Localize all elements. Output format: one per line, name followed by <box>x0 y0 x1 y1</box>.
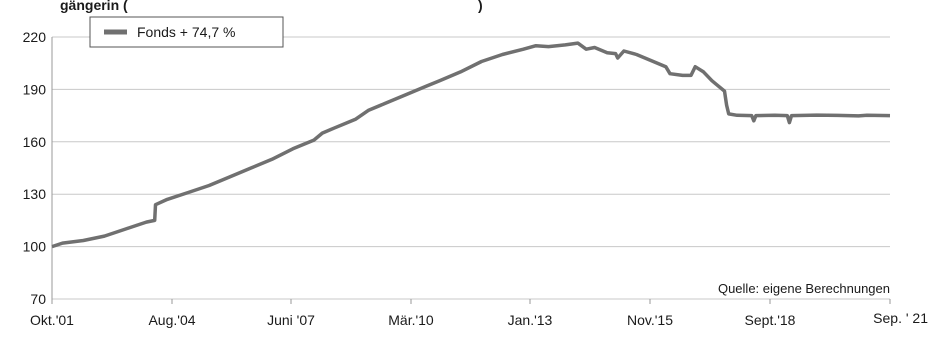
y-tick-label: 160 <box>23 134 47 150</box>
x-axis: Okt.'01 Aug.'04 Juni '07 Mär.'10 Jan.'13 Nov.… <box>30 299 928 328</box>
y-tick-label: 100 <box>23 239 47 255</box>
y-tick-label: 220 <box>23 29 47 45</box>
x-tick-label: Okt.'01 <box>30 312 74 328</box>
x-tick-label: Juni '07 <box>267 312 315 328</box>
y-tick-label: 190 <box>23 81 47 97</box>
x-tick-label: Aug.'04 <box>148 312 195 328</box>
x-tick-label: Nov.'15 <box>627 312 673 328</box>
y-tick-label: 130 <box>23 186 47 202</box>
legend-label: Fonds + 74,7 % <box>137 24 235 40</box>
x-tick-label: Sept.'18 <box>745 312 796 328</box>
chart-title-end: ) <box>478 0 483 13</box>
y-axis: 220 190 160 130 100 70 <box>23 29 53 307</box>
y-tick-label: 70 <box>30 291 46 307</box>
source-note: Quelle: eigene Berechnungen <box>718 281 890 296</box>
chart-title-fragment: gängerin ( <box>60 0 128 13</box>
x-tick-label: Sep. ' 21 <box>873 310 928 326</box>
x-tick-label: Mär.'10 <box>388 312 434 328</box>
gridlines <box>52 36 890 300</box>
legend: Fonds + 74,7 % <box>89 16 284 48</box>
series-line-fonds <box>51 41 891 249</box>
x-tick-label: Jan.'13 <box>508 312 553 328</box>
